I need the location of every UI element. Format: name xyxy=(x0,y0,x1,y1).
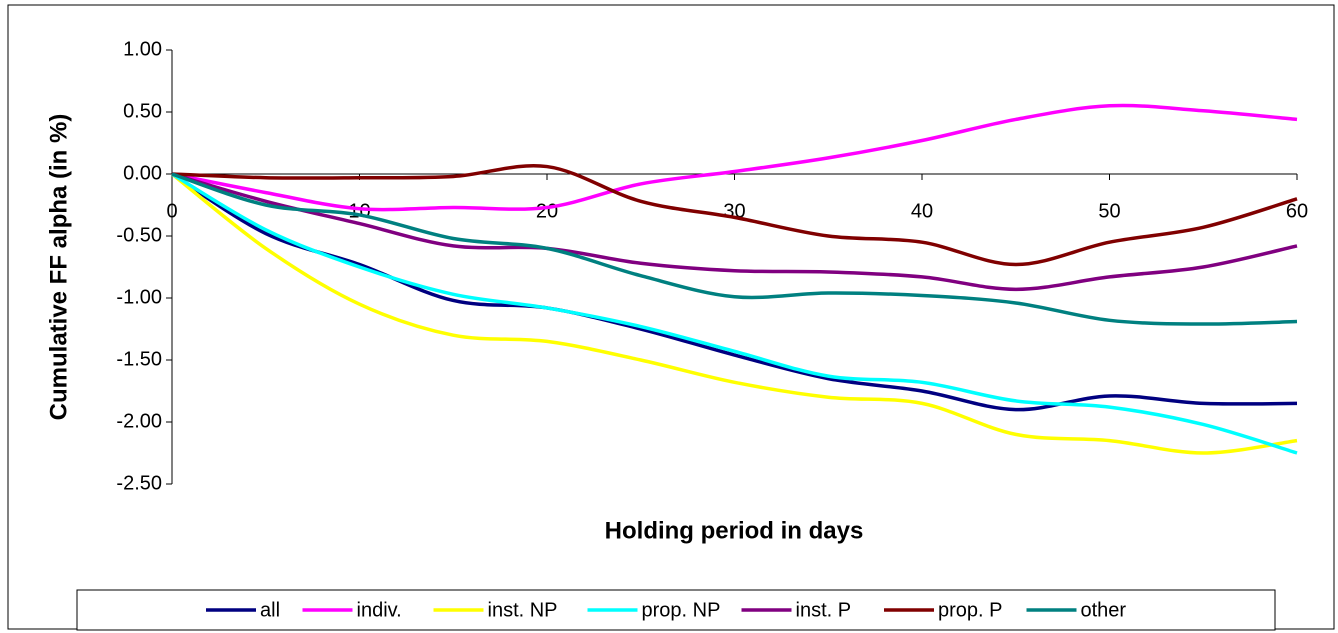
series-line xyxy=(171,172,1298,412)
y-axis-label: Cumulative FF alpha (in %) xyxy=(45,114,72,421)
legend-label: inst. NP xyxy=(488,599,558,621)
chart-frame xyxy=(7,4,1335,630)
series-line xyxy=(170,172,1298,455)
y-tick-label: 0.00 xyxy=(123,162,162,184)
y-tick-label: -0.50 xyxy=(116,224,162,246)
y-tick-label: 0.50 xyxy=(123,100,162,122)
legend-label: other xyxy=(1081,599,1127,621)
series-line xyxy=(171,103,1298,212)
legend-label: prop. P xyxy=(938,599,1002,621)
legend-label: all xyxy=(260,599,280,621)
y-tick-label: -1.00 xyxy=(116,286,162,308)
x-tick-label: 40 xyxy=(911,200,933,222)
y-tick-label: -2.50 xyxy=(116,472,162,494)
legend-label: indiv. xyxy=(357,599,402,621)
x-tick-label: 50 xyxy=(1098,200,1120,222)
y-tick-label: 1.00 xyxy=(123,38,162,60)
x-axis-label: Holding period in days xyxy=(605,517,864,544)
series-line xyxy=(171,172,1298,455)
y-tick-label: -2.00 xyxy=(116,410,162,432)
x-tick-label: 0 xyxy=(166,200,177,222)
x-tick-label: 10 xyxy=(348,200,370,222)
series-line xyxy=(171,172,1298,292)
y-tick-label: -1.50 xyxy=(116,348,162,370)
x-tick-label: 20 xyxy=(536,200,558,222)
legend-label: inst. P xyxy=(796,599,852,621)
legend-label: prop. NP xyxy=(642,599,721,621)
series-line xyxy=(171,164,1298,267)
x-tick-label: 60 xyxy=(1286,200,1308,222)
series-line xyxy=(171,172,1298,326)
